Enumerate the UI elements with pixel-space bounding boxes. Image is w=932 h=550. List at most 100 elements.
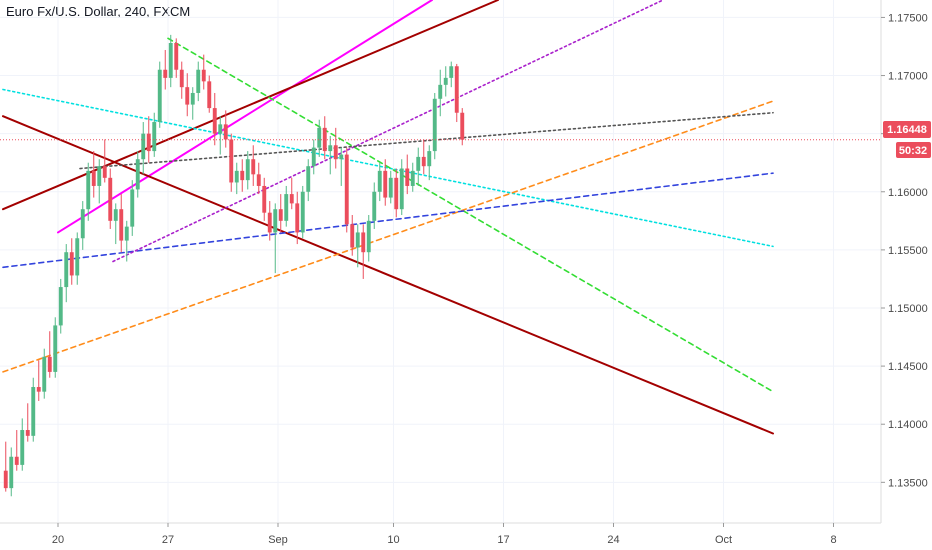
candle-body xyxy=(102,166,107,178)
candle-body xyxy=(9,456,14,489)
candle-body xyxy=(300,191,305,233)
candle-body xyxy=(190,92,195,105)
candle-body xyxy=(218,124,223,134)
price-badge xyxy=(883,121,931,138)
candle-body xyxy=(91,170,96,186)
candle-body xyxy=(3,470,8,489)
trendline-darkred-upper[interactable] xyxy=(2,0,499,211)
candle-body xyxy=(267,212,272,233)
y-tick-label: 1.16000 xyxy=(888,187,928,199)
candle-body xyxy=(212,108,217,134)
candle-body xyxy=(333,145,338,160)
candle-body xyxy=(31,387,36,436)
candle-body xyxy=(383,170,388,198)
candle-body xyxy=(157,69,162,123)
candle-body xyxy=(119,209,124,241)
candle-body xyxy=(207,81,212,109)
candle-body xyxy=(168,43,173,78)
candle-body xyxy=(245,159,250,181)
candle-body xyxy=(372,191,377,221)
trendline-purple-dotted[interactable] xyxy=(112,0,664,263)
candle-body xyxy=(388,177,393,198)
x-tick-label: 8 xyxy=(830,534,836,546)
candle-body xyxy=(174,43,179,70)
candle-body xyxy=(405,168,410,186)
time-axis[interactable]: 20 27 Sep 10 17 24 Oct 8 xyxy=(52,523,837,546)
candle-body xyxy=(421,156,426,167)
candle-body xyxy=(25,430,30,436)
candle-body xyxy=(443,77,448,85)
candle-body xyxy=(86,170,91,210)
candle-body xyxy=(75,238,80,276)
x-tick-label: Oct xyxy=(715,534,732,546)
y-tick-label: 1.15500 xyxy=(888,245,928,257)
candle-body xyxy=(53,325,58,372)
candle-body xyxy=(141,133,146,160)
candle-body xyxy=(240,170,245,181)
candle-body xyxy=(234,170,239,183)
candle-body xyxy=(130,189,135,227)
candle-body xyxy=(47,356,52,372)
candle-body xyxy=(361,232,366,253)
candle-body xyxy=(196,69,201,93)
candle-body xyxy=(344,154,349,225)
x-tick-label: 20 xyxy=(52,534,64,546)
y-tick-label: 1.17000 xyxy=(888,71,928,83)
candle-body xyxy=(339,154,344,160)
candle-body xyxy=(460,112,465,140)
candle-body xyxy=(328,145,333,152)
grid xyxy=(0,0,881,523)
candle-body xyxy=(64,252,69,288)
candle-body xyxy=(449,66,454,78)
x-tick-label: 17 xyxy=(497,534,509,546)
y-tick-label: 1.13500 xyxy=(888,477,928,489)
candles xyxy=(3,34,465,497)
trendline-orange-trend[interactable] xyxy=(2,100,774,373)
candle-body xyxy=(377,170,382,192)
candle-body xyxy=(108,177,113,221)
candle-body xyxy=(317,127,322,148)
candle-body xyxy=(399,168,404,210)
candle-body xyxy=(80,209,85,239)
candle-body xyxy=(97,166,102,186)
candle-body xyxy=(410,170,415,186)
candle-body xyxy=(454,66,459,113)
candle-body xyxy=(427,151,432,167)
candle-body xyxy=(432,98,437,152)
drawings[interactable] xyxy=(2,0,774,435)
trendline-darkred-lower[interactable] xyxy=(2,115,774,435)
candle-body xyxy=(201,69,206,82)
candle-body xyxy=(438,84,443,99)
candle-body xyxy=(223,124,228,140)
candle-body xyxy=(273,209,278,233)
candle-body xyxy=(185,87,190,105)
countdown-badge-text: 50:32 xyxy=(899,145,927,157)
candle-body xyxy=(229,139,234,183)
y-tick-label: 1.17500 xyxy=(888,12,928,24)
candle-body xyxy=(251,159,256,175)
trendline-blue-trend[interactable] xyxy=(2,172,774,269)
candle-body xyxy=(366,220,371,253)
trendline-gray-dotted[interactable] xyxy=(79,111,774,170)
chart-title: Euro Fx/U.S. Dollar, 240, FXCM xyxy=(6,4,191,19)
candle-body xyxy=(36,387,41,392)
price-badges: 1.16448 50:32 xyxy=(883,121,931,158)
candle-body xyxy=(163,69,168,78)
y-tick-label: 1.15000 xyxy=(888,303,928,315)
countdown-badge xyxy=(896,142,931,158)
candle-body xyxy=(289,194,294,204)
x-tick-label: 27 xyxy=(162,534,174,546)
trendline-green-trend[interactable] xyxy=(167,37,774,393)
candle-body xyxy=(113,209,118,221)
candle-body xyxy=(58,287,63,326)
candle-body xyxy=(69,252,74,276)
trendline-cyan-trend[interactable] xyxy=(2,88,774,248)
candle-body xyxy=(311,147,316,167)
candle-body xyxy=(295,203,300,233)
candle-body xyxy=(394,177,399,210)
price-axis[interactable]: 1.175001.170001.165001.160001.155001.150… xyxy=(881,12,928,489)
candle-body xyxy=(306,166,311,192)
trendline-pink-channel[interactable] xyxy=(57,0,433,234)
